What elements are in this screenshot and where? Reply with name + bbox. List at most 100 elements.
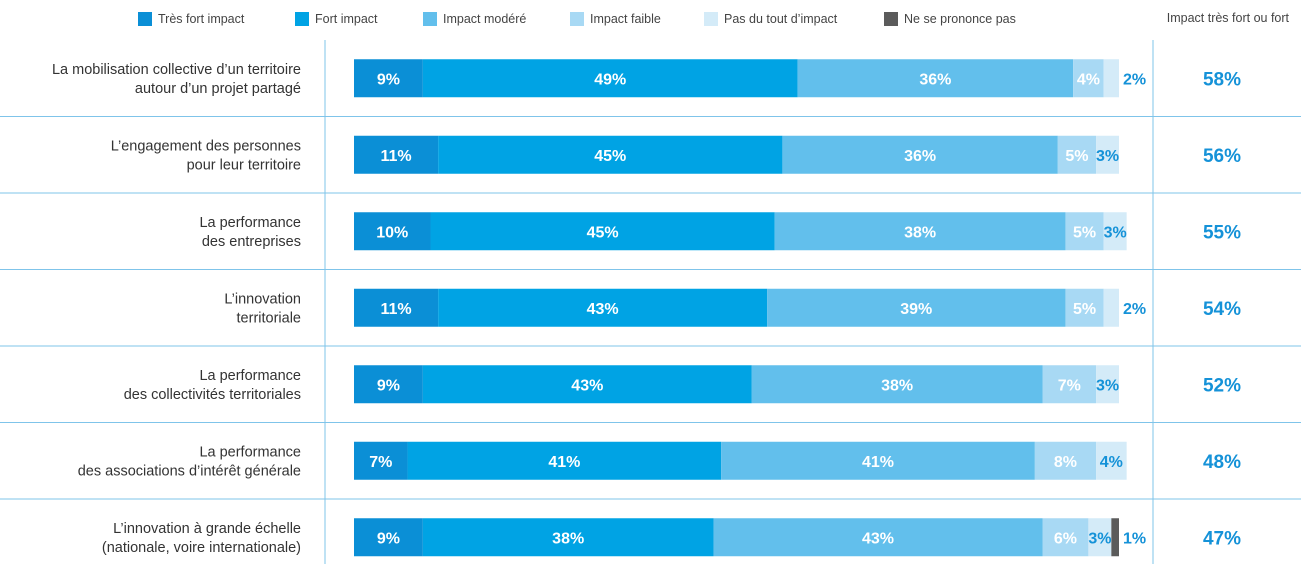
bar-segment [751,365,1043,404]
bar-segment [797,59,1074,98]
data-label: 38% [904,224,936,241]
bar-segment [407,441,722,480]
bar-segment [1111,518,1119,557]
data-label: 36% [904,148,936,165]
bar-segment [354,518,423,557]
bar-segment [1042,365,1097,404]
data-label: 38% [881,377,913,394]
bar-segment [1103,59,1119,98]
bar-segment [1096,441,1127,480]
legend-label: Fort impact [315,12,378,26]
legend-label: Très fort impact [158,12,245,26]
legend-label: Impact faible [590,12,661,26]
legend-item: Impact modéré [423,11,526,27]
legend-swatch [704,12,718,26]
legend-item: Très fort impact [138,11,244,27]
data-label: 38% [552,530,584,547]
category-label: des associations d’intérêt générale [78,463,301,479]
bar-segment [354,441,408,480]
legend-label: Impact modéré [443,12,527,26]
data-label: 49% [594,71,626,88]
bar-segment [354,212,431,251]
bar-segment [782,135,1058,174]
bar-segment [721,441,1035,480]
legend-swatch [138,12,152,26]
category-label: La performance [199,444,301,460]
data-label: 39% [900,301,932,318]
data-label: 4% [1077,71,1100,88]
legend: Très fort impact Fort impact Impact modéré… [0,0,1301,40]
data-label: 9% [377,71,400,88]
data-label: 2% [1123,71,1146,88]
total-value: 48% [1203,452,1241,473]
legend-swatch [423,12,437,26]
data-label: 11% [381,148,412,165]
data-label: 41% [548,454,580,471]
legend-item: Impact faible [570,11,661,27]
bar-segment [438,135,783,174]
bar-segment [1065,212,1104,251]
data-label: 43% [587,301,619,318]
data-label: 41% [862,454,894,471]
data-label: 43% [862,530,894,547]
bar-segment [713,518,1043,557]
data-label: 3% [1104,224,1127,241]
category-label: L’innovation à grande échelle [113,521,301,537]
bar-segment [1073,59,1104,98]
category-label: La mobilisation collective d’un territoi… [52,62,301,78]
category-label: des collectivités territoriales [124,387,301,403]
total-value: 55% [1203,222,1241,243]
category-label: des entreprises [202,234,301,250]
bar-segment [438,288,768,327]
data-label: 8% [1054,454,1077,471]
data-label: 4% [1100,454,1123,471]
total-column-header: Impact très fort ou fort [1166,11,1289,25]
category-label: La performance [199,368,301,384]
data-label: 43% [571,377,603,394]
bar-segment [1065,288,1104,327]
legend-item: Ne se prononce pas [884,11,1016,27]
bar-segment [354,135,439,174]
category-label: autour d’un projet partagé [135,81,301,97]
data-label: 11% [381,301,412,318]
total-value: 47% [1203,528,1241,549]
bar-segment [774,212,1066,251]
legend-label: Ne se prononce pas [904,12,1016,26]
legend-item: Pas du tout d’impact [704,11,837,27]
data-label: 3% [1096,148,1119,165]
bar-segment [422,59,798,98]
bar-segment [1096,365,1119,404]
bar-segment [422,518,714,557]
total-value: 58% [1203,69,1241,90]
data-label: 2% [1123,301,1146,318]
bar-segment [1034,441,1097,480]
data-label: 9% [377,377,400,394]
data-label: 3% [1088,530,1111,547]
data-label: 5% [1065,148,1088,165]
data-label: 5% [1073,301,1096,318]
data-label: 45% [587,224,619,241]
total-value: 56% [1203,146,1241,167]
data-label: 5% [1073,224,1096,241]
legend-swatch [295,12,309,26]
bar-segment [354,288,439,327]
data-label: 3% [1096,377,1119,394]
category-label: La performance [199,215,301,231]
category-label: territoriale [237,310,301,326]
bar-segment [1103,212,1127,251]
data-label: 9% [377,530,400,547]
bar-segment [1103,288,1119,327]
category-label: pour leur territoire [187,157,301,173]
legend-swatch [884,12,898,26]
bar-segment [1088,518,1112,557]
data-label: 1% [1123,530,1146,547]
bar-segment [422,365,752,404]
data-label: 7% [1058,377,1081,394]
data-label: 6% [1054,530,1077,547]
data-label: 45% [594,148,626,165]
category-label: L’innovation [224,291,301,307]
bar-segment [1096,135,1119,174]
bar-segment [354,365,423,404]
bar-segment [767,288,1066,327]
